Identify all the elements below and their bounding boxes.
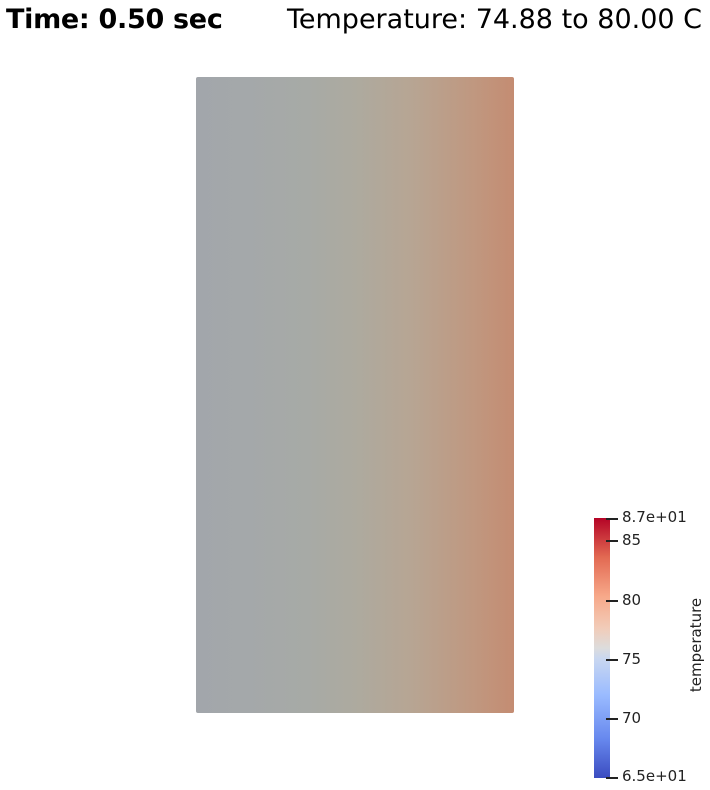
- colorbar-tick-label-75: 75: [622, 650, 642, 668]
- temperature-field: [196, 77, 514, 713]
- colorbar-max-label: 8.7e+01: [622, 508, 687, 526]
- colorbar-tick-85: [606, 540, 618, 542]
- colorbar-title: temperature: [687, 597, 705, 693]
- time-title: Time: 0.50 sec: [6, 4, 223, 35]
- colorbar-tick-label-80: 80: [622, 591, 642, 609]
- temperature-range-title: Temperature: 74.88 to 80.00 C: [286, 4, 702, 35]
- colorbar-min-label: 6.5e+01: [622, 767, 687, 785]
- colorbar-tick-min: [606, 777, 618, 779]
- colorbar-tick-label-85: 85: [622, 531, 642, 549]
- colorbar-tick-label-70: 70: [622, 709, 642, 727]
- colorbar-tick-75: [606, 659, 618, 661]
- colorbar-tick-max: [606, 518, 618, 520]
- colorbar-tick-70: [606, 718, 618, 720]
- colorbar: [594, 518, 610, 778]
- colorbar-tick-80: [606, 600, 618, 602]
